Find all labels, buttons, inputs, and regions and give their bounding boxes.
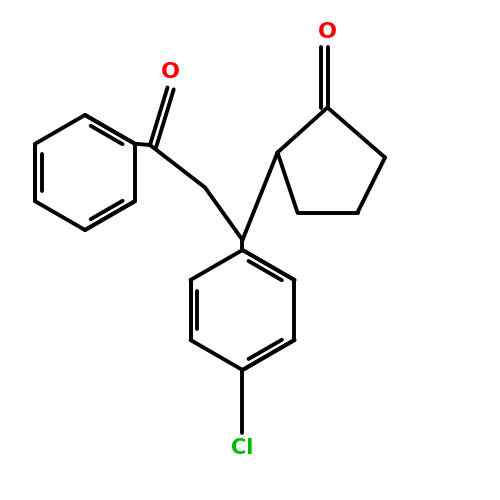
Text: Cl: Cl (232, 438, 254, 458)
Text: O: O (160, 62, 180, 82)
Text: O: O (318, 22, 337, 42)
